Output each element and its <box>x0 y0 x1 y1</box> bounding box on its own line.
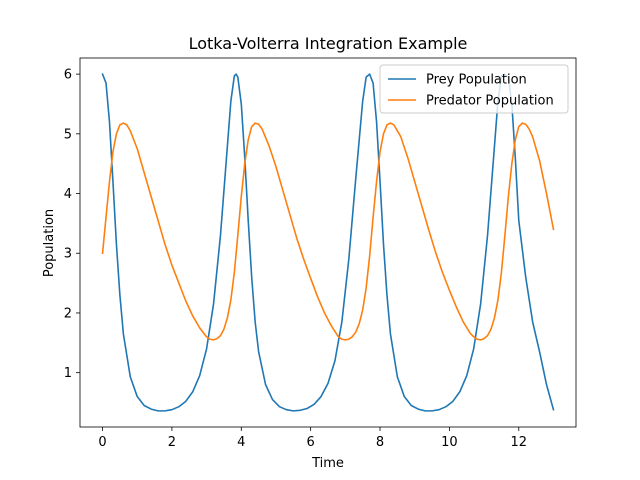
legend-box <box>379 64 569 114</box>
plot-area <box>79 57 577 428</box>
x-tick-label: 6 <box>307 435 315 450</box>
y-tick-label: 3 <box>64 247 72 262</box>
series-line-predator <box>101 122 555 341</box>
legend: Prey Population Predator Population <box>379 64 569 114</box>
axes-frame <box>79 57 577 428</box>
x-tick-label: 12 <box>510 435 527 450</box>
legend-label-predator: Predator Population <box>426 94 554 109</box>
y-tick-label: 4 <box>64 187 72 202</box>
x-tick-label: 10 <box>441 435 458 450</box>
x-tick-label: 0 <box>98 435 106 450</box>
y-tick-label: 2 <box>64 306 72 321</box>
x-tick-label: 2 <box>168 435 176 450</box>
y-tick-label: 6 <box>64 68 72 83</box>
chart-title: Lotka-Volterra Integration Example <box>189 34 468 53</box>
x-axis-label: Time <box>311 456 344 471</box>
series-line-prey <box>101 73 555 412</box>
y-tick-label: 1 <box>64 366 72 381</box>
y-axis-label: Population <box>42 209 57 277</box>
y-tick-label: 5 <box>64 127 72 142</box>
legend-label-prey: Prey Population <box>426 73 527 88</box>
x-tick-label: 8 <box>376 435 384 450</box>
x-tick-label: 4 <box>237 435 245 450</box>
